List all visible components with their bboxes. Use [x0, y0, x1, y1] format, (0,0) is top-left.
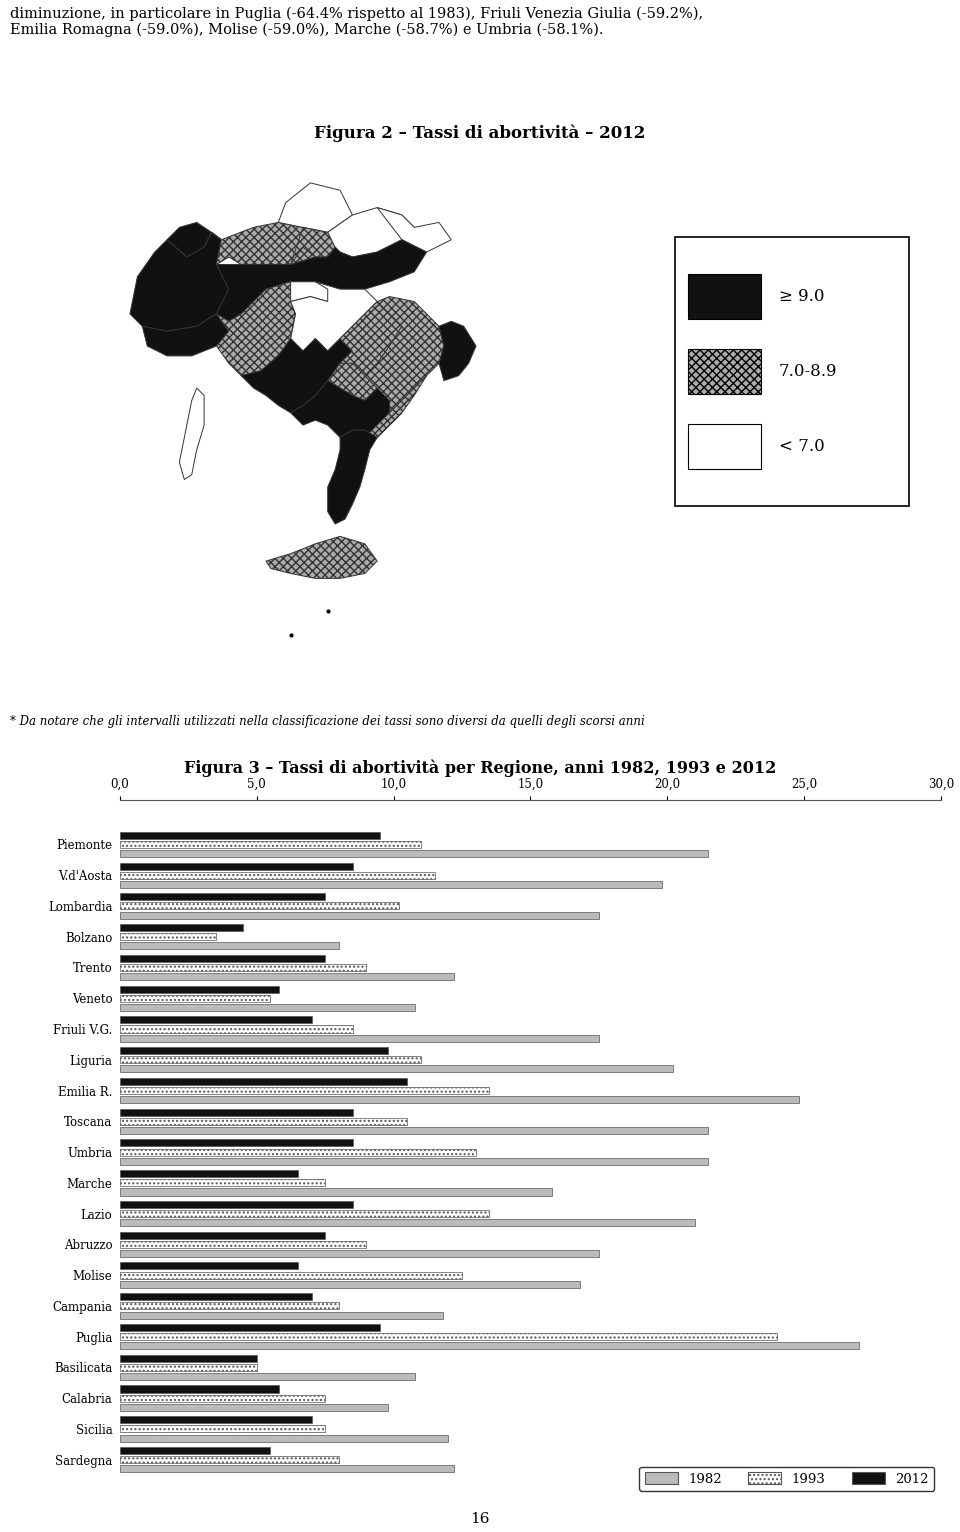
Bar	[120, 1180, 325, 1186]
Bar	[688, 349, 761, 394]
Bar	[120, 994, 271, 1002]
Polygon shape	[241, 339, 352, 412]
Bar	[120, 1016, 311, 1023]
Bar	[120, 1373, 416, 1380]
Bar	[120, 1034, 599, 1042]
Bar	[120, 964, 367, 971]
Bar	[120, 850, 708, 856]
Polygon shape	[142, 314, 228, 355]
Bar	[120, 832, 380, 838]
Bar	[120, 863, 352, 870]
Polygon shape	[291, 380, 390, 444]
Bar	[120, 1158, 708, 1164]
Bar	[120, 973, 454, 980]
Bar	[120, 1425, 325, 1432]
Text: * Da notare che gli intervalli utilizzati nella classificazione dei tassi sono d: * Da notare che gli intervalli utilizzat…	[10, 715, 644, 728]
Bar	[120, 1385, 278, 1393]
Text: 16: 16	[470, 1512, 490, 1526]
Bar	[120, 1394, 325, 1402]
Polygon shape	[216, 239, 426, 322]
Bar	[120, 1109, 352, 1115]
Polygon shape	[211, 222, 335, 265]
Bar	[120, 1293, 311, 1301]
Bar	[120, 933, 216, 941]
Bar	[120, 1403, 388, 1411]
Polygon shape	[327, 363, 377, 400]
Bar	[120, 1354, 257, 1362]
Bar	[120, 1262, 298, 1270]
Bar	[120, 1434, 448, 1442]
Bar	[120, 1457, 339, 1463]
Bar	[120, 1149, 476, 1155]
Bar	[120, 924, 243, 931]
Bar	[120, 1241, 367, 1249]
Bar	[120, 1088, 490, 1094]
Bar	[120, 1079, 407, 1085]
Polygon shape	[340, 430, 377, 450]
Bar	[120, 1128, 708, 1134]
Legend: 1982, 1993, 2012: 1982, 1993, 2012	[639, 1466, 934, 1491]
Bar	[120, 1416, 311, 1423]
Polygon shape	[278, 182, 352, 233]
Bar	[120, 1232, 325, 1239]
Polygon shape	[439, 322, 476, 380]
Polygon shape	[266, 536, 377, 579]
Bar	[120, 1097, 799, 1103]
Polygon shape	[291, 297, 335, 351]
Bar	[120, 881, 661, 889]
Bar	[688, 424, 761, 469]
Polygon shape	[340, 302, 402, 375]
Bar	[688, 274, 761, 319]
Bar	[120, 1342, 858, 1350]
Bar	[120, 1302, 339, 1310]
Polygon shape	[291, 282, 377, 351]
Bar	[120, 1003, 416, 1011]
Bar	[120, 1324, 380, 1331]
Bar	[120, 1201, 352, 1207]
Bar	[120, 893, 325, 901]
Text: ≥ 9.0: ≥ 9.0	[780, 288, 825, 305]
Text: Figura 2 – Tassi di abortività – 2012: Figura 2 – Tassi di abortività – 2012	[314, 124, 646, 142]
Polygon shape	[216, 282, 296, 375]
Bar	[120, 1250, 599, 1258]
Bar	[120, 1272, 462, 1279]
Polygon shape	[327, 207, 415, 257]
Bar	[120, 1210, 490, 1216]
Text: 7.0-8.9: 7.0-8.9	[780, 363, 837, 380]
Polygon shape	[180, 388, 204, 480]
Bar	[120, 1311, 443, 1319]
Polygon shape	[365, 297, 444, 412]
Bar	[120, 1189, 552, 1195]
Bar	[120, 912, 599, 919]
Polygon shape	[352, 375, 426, 450]
Bar	[120, 1363, 257, 1371]
Bar	[120, 1118, 407, 1124]
Bar	[120, 985, 278, 993]
Polygon shape	[327, 412, 402, 524]
Text: < 7.0: < 7.0	[780, 438, 825, 455]
Bar	[120, 954, 325, 962]
Polygon shape	[130, 233, 228, 331]
Bar	[120, 1170, 298, 1177]
Text: Figura 3 – Tassi di abortività per Regione, anni 1982, 1993 e 2012: Figura 3 – Tassi di abortività per Regio…	[183, 760, 777, 777]
Bar	[120, 1065, 673, 1072]
Bar	[120, 872, 435, 879]
Bar	[120, 1025, 352, 1033]
Text: diminuzione, in particolare in Puglia (-64.4% rispetto al 1983), Friuli Venezia : diminuzione, in particolare in Puglia (-…	[10, 6, 703, 37]
Polygon shape	[291, 227, 335, 265]
Bar	[120, 1056, 420, 1063]
Bar	[120, 1219, 694, 1226]
Polygon shape	[377, 207, 451, 253]
Bar	[120, 1046, 388, 1054]
Polygon shape	[167, 222, 211, 257]
Bar	[120, 1333, 777, 1340]
Bar	[120, 1281, 580, 1288]
Bar	[120, 1466, 454, 1472]
Bar	[120, 841, 420, 847]
Bar	[120, 942, 339, 950]
Bar	[120, 902, 399, 910]
Bar	[120, 1140, 352, 1146]
Bar	[120, 1448, 271, 1454]
